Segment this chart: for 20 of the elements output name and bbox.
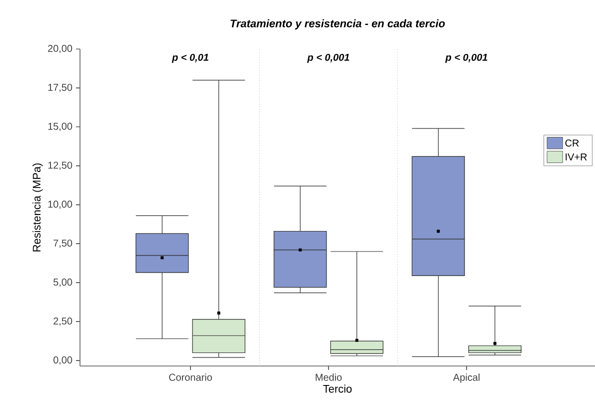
legend-label: IV+R <box>566 154 587 160</box>
legend-label: CR <box>565 140 579 147</box>
y-tick-label: 5,00 <box>53 278 72 287</box>
annotation: p < 0,001 <box>307 54 350 63</box>
y-axis-title: Resistencia (MPa) <box>32 163 43 252</box>
y-tick-label: 12,50 <box>48 162 72 170</box>
annotation: p < 0,01 <box>172 54 208 63</box>
x-axis-title: Tercio <box>323 384 352 393</box>
y-tick-label: 20,00 <box>48 44 72 54</box>
annotation: p < 0,001 <box>445 54 488 63</box>
x-tick-label: Apical <box>453 374 480 383</box>
y-tick-label: 0,00 <box>53 356 72 365</box>
chart-title: Tratamiento y resistencia - en cada tercio <box>230 19 445 30</box>
y-tick-label: 17,50 <box>48 84 72 92</box>
y-tick-label: 7,50 <box>54 240 72 248</box>
y-tick-label: 10,00 <box>48 200 72 209</box>
y-tick-label: 15,00 <box>48 122 72 132</box>
y-tick-label: 2,50 <box>54 317 72 326</box>
x-tick-label: Medio <box>316 374 342 381</box>
x-tick-label: Coronario <box>169 374 212 381</box>
